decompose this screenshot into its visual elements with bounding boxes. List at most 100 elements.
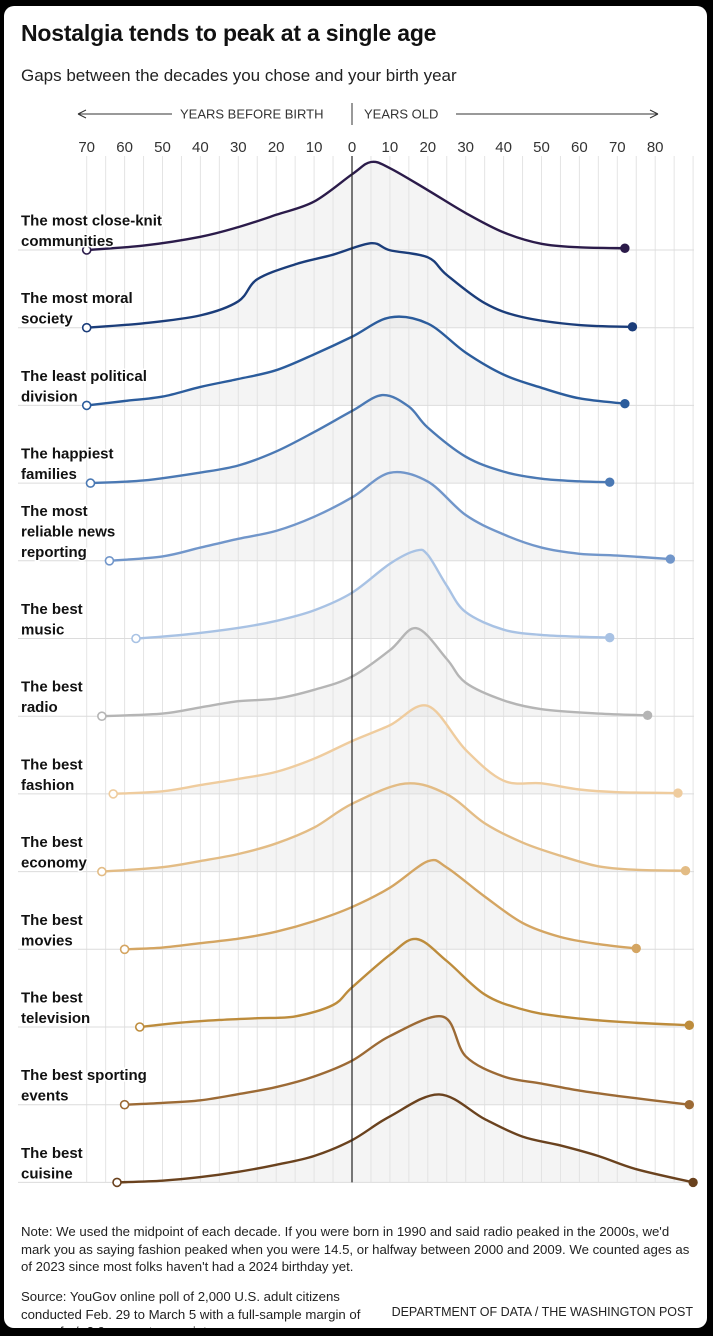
ridge-end-marker	[620, 398, 630, 409]
ridge-start-marker	[119, 944, 130, 955]
row-label: The best cuisine	[21, 1145, 83, 1183]
arrow-right-icon	[649, 109, 659, 119]
row-label-line: division	[21, 388, 78, 405]
ridgeline-chart: YEARS BEFORE BIRTH YEARS OLD 70 60 50 40 30 20 1…	[18, 103, 698, 1188]
x-tick-label: 70	[609, 139, 626, 156]
ridge-end-marker	[620, 243, 630, 253]
ridge-start-marker	[131, 633, 141, 644]
row-label-line: The best	[21, 912, 83, 929]
ridge-area	[109, 472, 671, 561]
row-label-line: The happiest	[21, 446, 114, 463]
x-tick-label: 10	[382, 139, 399, 156]
ridge-start-marker	[108, 789, 119, 799]
ridge-line	[89, 393, 611, 485]
ridge-line	[100, 626, 649, 718]
row-label-line: society	[21, 311, 73, 328]
ridge-start-marker	[119, 1099, 130, 1110]
source-note: Source: YouGov online poll of 2,000 U.S.…	[21, 1289, 361, 1328]
ridge-end-marker	[642, 710, 653, 721]
row-label-line: The best	[21, 679, 83, 696]
row-label-line: families	[21, 466, 77, 483]
ridge-series	[119, 1015, 695, 1110]
ridge-area	[86, 161, 625, 250]
x-axis: YEARS BEFORE BIRTH YEARS OLD 70 60 50 40 30 20 1…	[77, 103, 664, 156]
row-labels: The most close-knit communities The most m…	[20, 211, 164, 1184]
ridge-area	[101, 628, 648, 717]
ridge-end-marker	[684, 1100, 695, 1110]
axis-label-years-old: YEARS OLD	[364, 107, 438, 122]
row-label: The best radio	[21, 679, 83, 717]
ridge-start-marker	[85, 478, 96, 488]
ridge-end-marker	[627, 322, 638, 332]
ridge-start-marker	[97, 866, 107, 877]
row-label-line: The most moral	[21, 290, 133, 307]
row-label-line: The best	[21, 990, 83, 1007]
ridge-end-marker	[673, 788, 683, 798]
row-label: The best fashion	[21, 756, 83, 794]
ridge-start-marker	[104, 555, 115, 566]
ridge-series	[97, 626, 653, 722]
chart-title: Nostalgia tends to peak at a single age	[21, 20, 437, 46]
ridge-line	[123, 858, 638, 951]
x-tick-label: 80	[647, 139, 664, 156]
x-tick-label: 40	[495, 139, 512, 156]
ridge-start-marker	[134, 1022, 145, 1032]
ridge-series	[85, 393, 615, 488]
ridge-series	[97, 782, 691, 877]
ridge-series	[108, 704, 683, 799]
row-label: The most reliable news reporting	[21, 503, 115, 561]
ridge-line	[85, 160, 627, 252]
ridge-area	[113, 705, 678, 794]
ridge-series	[81, 160, 630, 255]
ridge-end-marker	[680, 866, 691, 876]
x-tick-label: 10	[306, 139, 323, 156]
ridge-end-marker	[605, 477, 615, 487]
row-label-line: reliable news	[21, 523, 115, 540]
x-tick-label: 30	[457, 139, 474, 156]
row-label-line: The best sporting	[21, 1067, 147, 1084]
x-tick-label: 0	[348, 139, 356, 156]
ridge-series	[81, 315, 630, 411]
row-label-line: The best	[21, 601, 83, 618]
arrow-left-icon	[77, 109, 87, 119]
ridge-area	[139, 938, 690, 1027]
x-tick-label: 60	[571, 139, 588, 156]
ridge-line	[100, 782, 687, 873]
ridge-start-marker	[112, 1177, 122, 1188]
ridge-series	[119, 858, 641, 955]
x-tick-label: 20	[268, 139, 285, 156]
row-label-line: The most	[21, 503, 88, 520]
row-label-line: television	[21, 1010, 90, 1027]
ridge-area	[117, 1094, 694, 1183]
ridge-series	[131, 548, 615, 644]
row-label-line: cuisine	[21, 1165, 73, 1182]
ridge-end-marker	[688, 1177, 698, 1188]
ridge-area	[86, 316, 625, 406]
axis-label-before-birth: YEARS BEFORE BIRTH	[180, 107, 324, 122]
row-label-line: The least political	[21, 368, 147, 385]
ridge-line	[108, 470, 672, 562]
ridge-series	[112, 1093, 698, 1188]
ridge-line	[85, 242, 634, 329]
ridge-series	[104, 470, 676, 566]
ridge-start-marker	[81, 322, 92, 333]
ridge-line	[138, 937, 691, 1029]
row-label: The best television	[21, 990, 90, 1028]
x-tick-label: 50	[154, 139, 171, 156]
ridge-line	[112, 704, 680, 796]
x-tick-label: 30	[230, 139, 247, 156]
row-label: The best movies	[21, 912, 83, 950]
ridge-series	[134, 937, 695, 1032]
x-tick-label: 50	[533, 139, 550, 156]
x-tick-label: 40	[192, 139, 209, 156]
row-label-line: The best	[21, 756, 83, 773]
row-label: The happiest families	[21, 446, 114, 484]
ridge-area	[124, 860, 637, 950]
ridge-line	[123, 1015, 691, 1106]
row-label: The best economy	[21, 834, 88, 872]
row-label-line: economy	[21, 855, 88, 872]
x-tick-label: 60	[116, 139, 133, 156]
grid-lines	[18, 156, 694, 1183]
ridge-start-marker	[81, 400, 92, 411]
chart-subtitle: Gaps between the decades you chose and y…	[21, 66, 457, 85]
